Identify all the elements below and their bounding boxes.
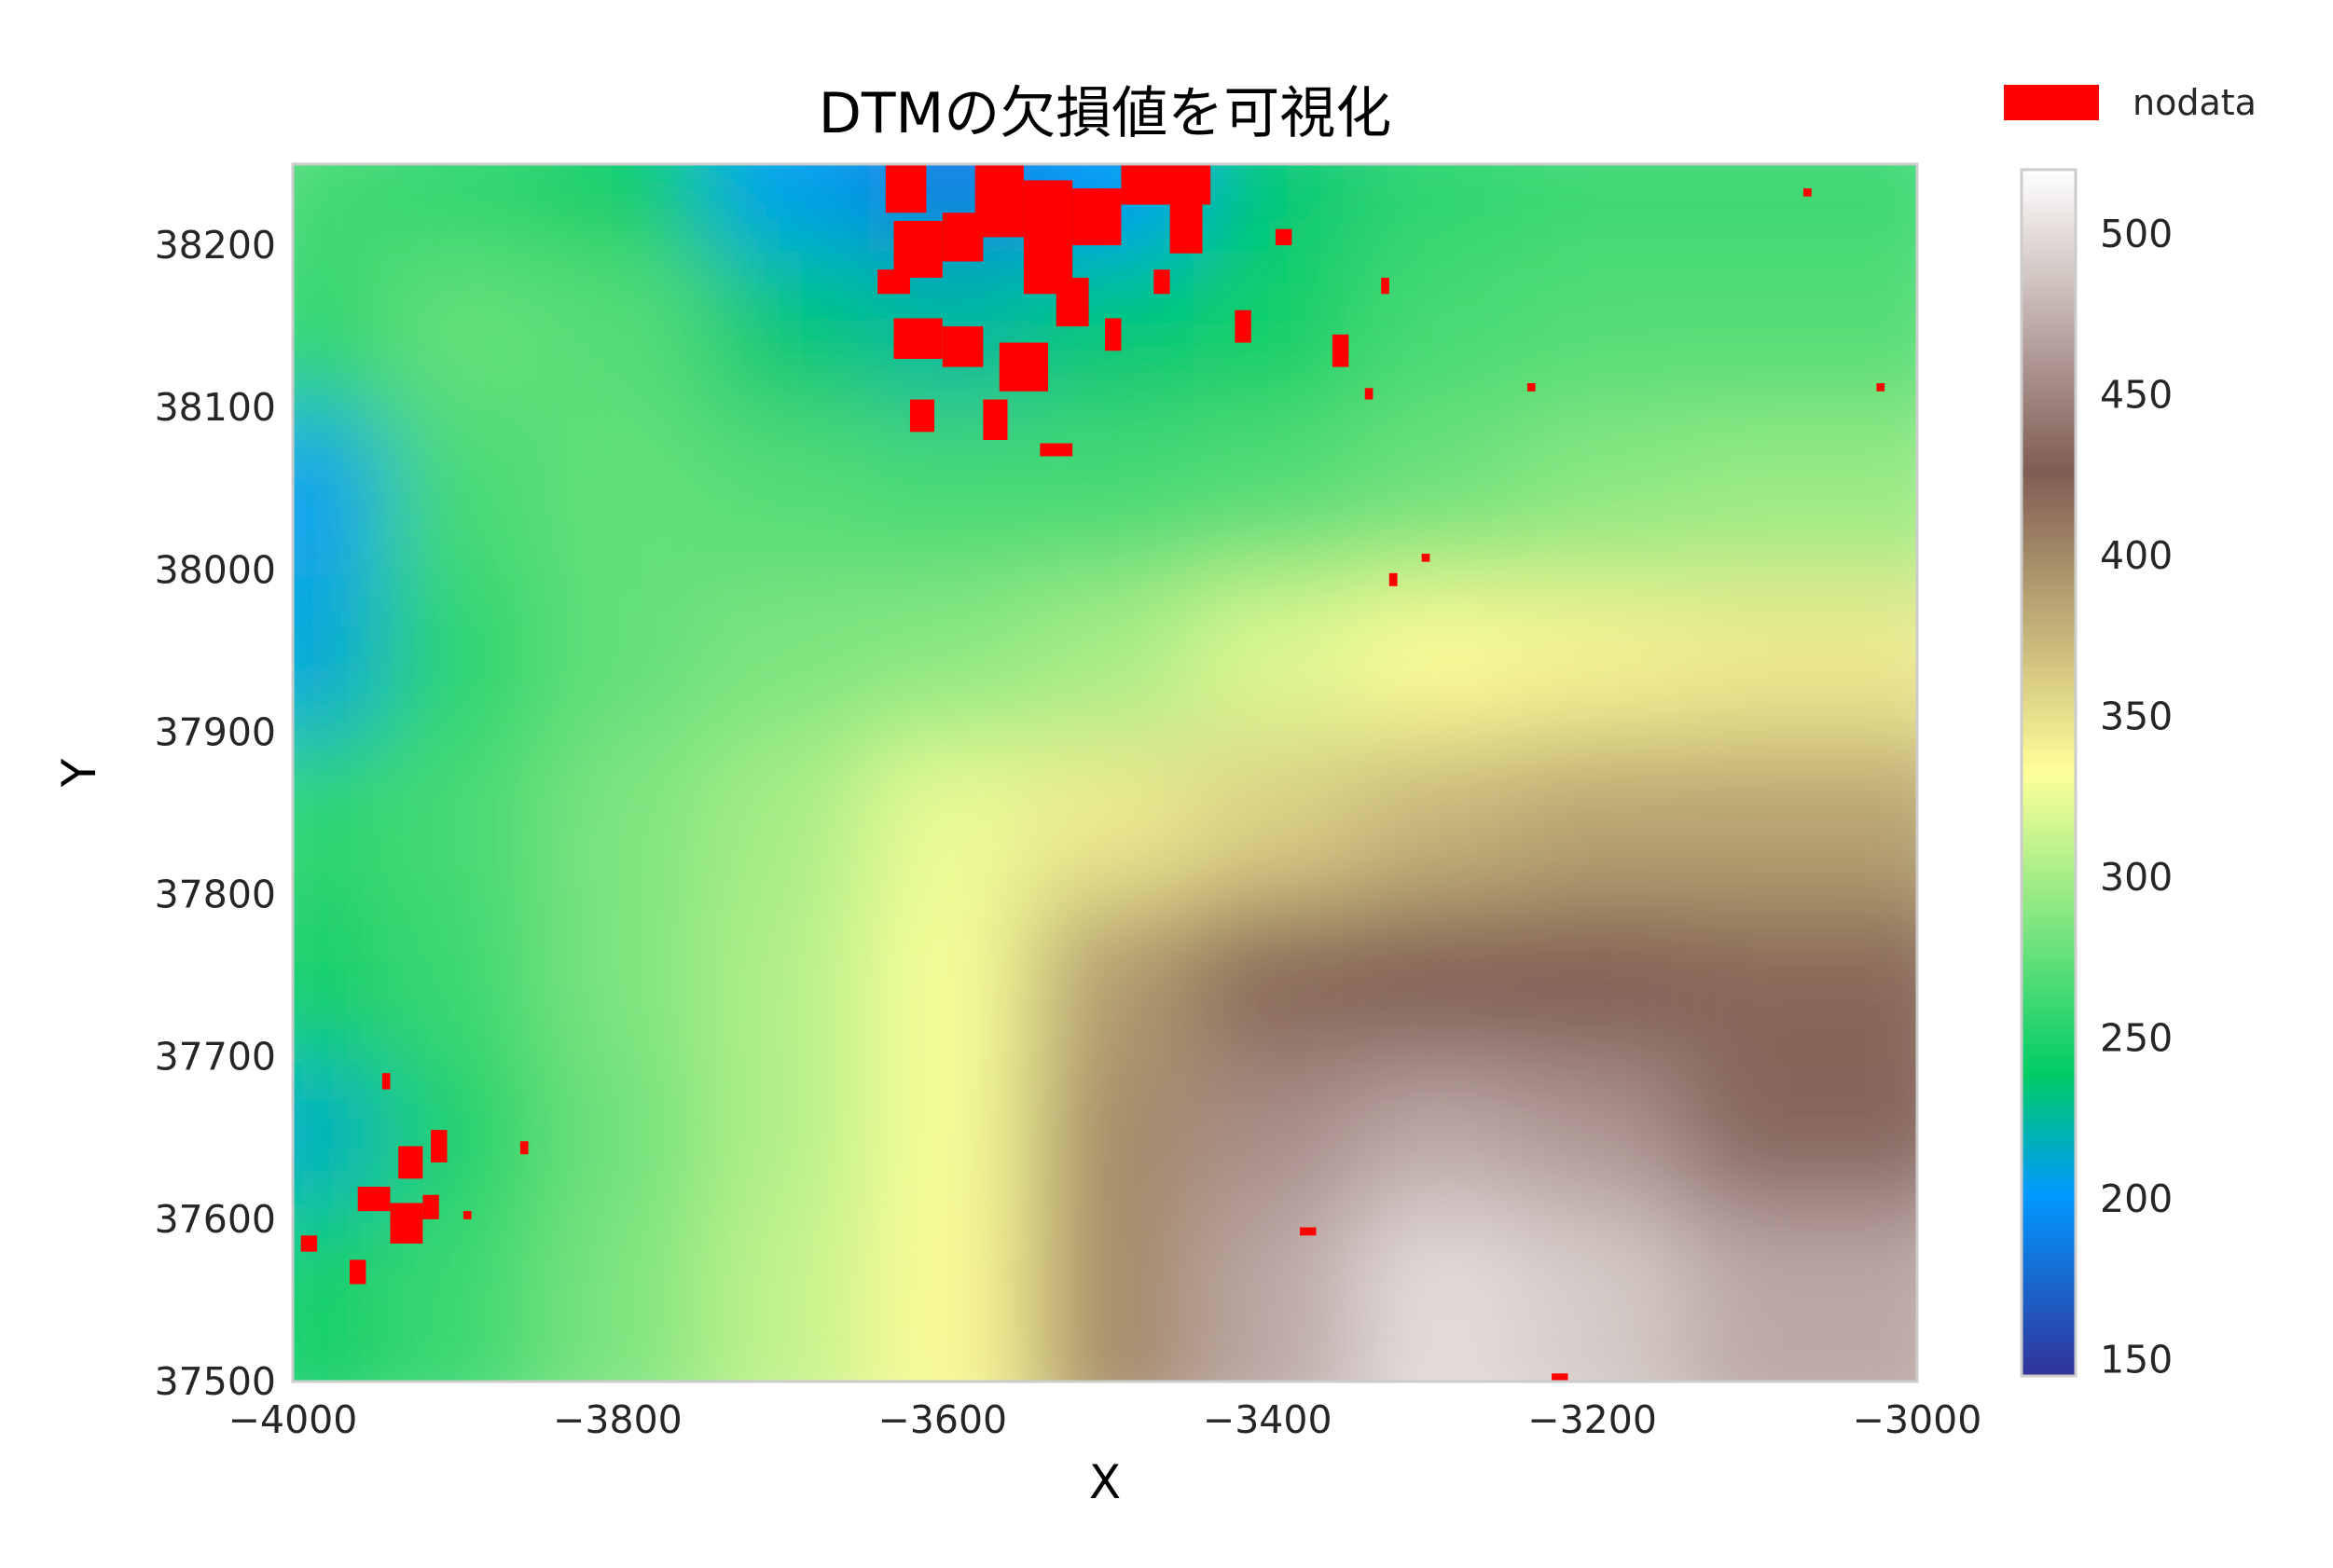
y-tick-label: 38200 (155, 223, 276, 268)
nodata-cell (1169, 204, 1203, 254)
y-tick-label: 37900 (155, 709, 276, 754)
nodata-cell (1121, 164, 1211, 205)
nodata-cell (1876, 383, 1885, 392)
nodata-cell (390, 1203, 423, 1244)
nodata-cell (999, 342, 1049, 392)
nodata-cell (357, 1187, 391, 1212)
nodata-cell (1552, 1373, 1568, 1382)
colorbar-tick-label: 300 (2100, 855, 2173, 900)
nodata-cell (519, 1141, 529, 1155)
nodata-cell (1300, 1227, 1317, 1236)
nodata-cell (422, 1194, 439, 1219)
colorbar-tick-label: 150 (2100, 1338, 2173, 1382)
colorbar-tick-label: 450 (2100, 373, 2173, 418)
nodata-mask (300, 164, 1885, 1382)
nodata-cell (1105, 318, 1122, 351)
plot-frame (291, 162, 1919, 1383)
nodata-cell (300, 1235, 318, 1252)
x-tick-label: −3600 (877, 1397, 1007, 1442)
nodata-cell (1526, 383, 1536, 392)
nodata-cell (1275, 228, 1292, 246)
nodata-cell (1056, 277, 1089, 327)
colorbar-tick-label: 400 (2100, 533, 2173, 578)
x-tick-label: −3200 (1527, 1397, 1657, 1442)
x-tick-label: −3400 (1203, 1397, 1332, 1442)
nodata-cell (1381, 277, 1389, 295)
x-axis-ticks: −4000 −3800 −3600 −3400 −3200 −3000 (228, 1397, 1982, 1442)
y-tick-label: 37600 (155, 1197, 276, 1242)
y-tick-label: 37700 (155, 1035, 276, 1080)
x-tick-label: −4000 (228, 1397, 358, 1442)
y-tick-label: 37800 (155, 873, 276, 917)
elevation-cell (1679, 1205, 1917, 1382)
nodata-cell (1235, 309, 1251, 343)
colorbar (2020, 168, 2078, 1378)
nodata-cell (1421, 553, 1430, 562)
x-tick-label: −3800 (553, 1397, 683, 1442)
colorbar-tick-label: 350 (2100, 695, 2173, 739)
nodata-cell (1040, 443, 1073, 457)
colorbar-tick-label: 250 (2100, 1016, 2173, 1061)
nodata-cell (877, 269, 910, 295)
nodata-cell (462, 1211, 472, 1219)
nodata-cell (1153, 269, 1170, 295)
nodata-cell (909, 399, 935, 433)
y-tick-label: 38000 (155, 547, 276, 592)
nodata-cell (942, 326, 984, 367)
nodata-cell (1364, 388, 1374, 400)
y-axis-label: Y (52, 758, 106, 788)
y-axis-ticks: 37500 37600 37700 37800 37900 38000 38100 38200 (155, 223, 276, 1404)
y-tick-label: 37500 (155, 1359, 276, 1404)
nodata-cell (1388, 572, 1398, 586)
nodata-cell (1023, 180, 1073, 295)
nodata-cell (431, 1130, 448, 1162)
nodata-cell (983, 399, 1008, 441)
nodata-cell (381, 1073, 391, 1090)
colorbar-tick-label: 200 (2100, 1176, 2173, 1221)
legend-nodata-label: nodata (2133, 82, 2257, 123)
nodata-cell (349, 1259, 366, 1285)
x-tick-label: −3000 (1853, 1397, 1982, 1442)
nodata-cell (1332, 334, 1349, 367)
nodata-cell (974, 164, 1024, 238)
nodata-cell (893, 220, 943, 278)
nodata-cell (1072, 188, 1122, 246)
nodata-cell (1803, 188, 1812, 197)
legend-nodata-swatch (2004, 85, 2099, 120)
colorbar-tick-label: 500 (2100, 212, 2173, 256)
colorbar-ticks: 150 200 250 300 350 400 450 500 (2100, 212, 2173, 1382)
nodata-cell (885, 164, 927, 213)
nodata-cell (893, 318, 943, 359)
y-tick-label: 38100 (155, 385, 276, 430)
chart-title: DTMの欠損値を可視化 (819, 81, 1392, 146)
elevation-raster (293, 164, 1917, 1382)
x-axis-label: X (1089, 1455, 1121, 1509)
nodata-cell (398, 1146, 423, 1179)
